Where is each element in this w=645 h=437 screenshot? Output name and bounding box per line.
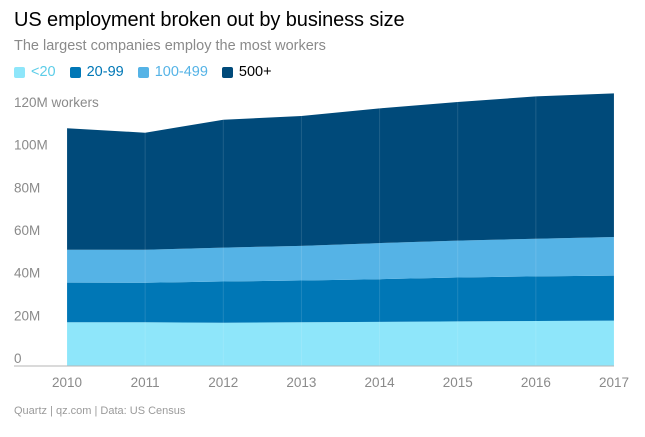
legend-swatch: [221, 66, 233, 78]
y-tick-label: 20M: [14, 308, 40, 323]
legend-swatch: [69, 66, 81, 78]
y-tick-label: 40M: [14, 266, 40, 281]
legend-swatch: [137, 66, 149, 78]
x-tick-label: 2013: [286, 375, 316, 390]
area-series: [67, 237, 614, 283]
legend-label: <20: [31, 64, 56, 80]
y-tick-label: 0: [14, 351, 22, 366]
legend-item: 20-99: [69, 64, 124, 80]
legend-item: 500+: [221, 64, 272, 80]
y-tick-label: 80M: [14, 180, 40, 195]
x-tick-label: 2011: [131, 375, 160, 390]
legend-item: <20: [14, 64, 56, 80]
source-footer: Quartz | qz.com | Data: US Census: [14, 405, 186, 417]
y-tick-label: 60M: [14, 223, 40, 238]
x-tick-label: 2012: [208, 375, 238, 390]
x-tick-label: 2015: [443, 375, 473, 390]
x-tick-label: 2016: [521, 375, 551, 390]
area-series: [67, 93, 614, 250]
y-tick-label: 120M workers: [14, 95, 99, 110]
legend-label: 20-99: [86, 64, 124, 80]
legend-label: 500+: [238, 64, 272, 80]
legend-swatch: [14, 66, 25, 78]
chart-title: US employment broken out by business siz…: [14, 9, 405, 31]
y-tick-label: 100M: [14, 138, 48, 153]
area-series: [67, 320, 614, 366]
chart-subtitle: The largest companies employ the most wo…: [14, 38, 326, 54]
legend-label: 100-499: [154, 64, 208, 80]
legend: <20 20-99 100-499 500+: [14, 64, 286, 80]
legend-item: 100-499: [137, 64, 208, 80]
x-tick-label: 2010: [52, 375, 82, 390]
area-series: [67, 275, 614, 323]
x-tick-label: 2017: [599, 375, 629, 390]
x-tick-label: 2014: [365, 375, 396, 390]
